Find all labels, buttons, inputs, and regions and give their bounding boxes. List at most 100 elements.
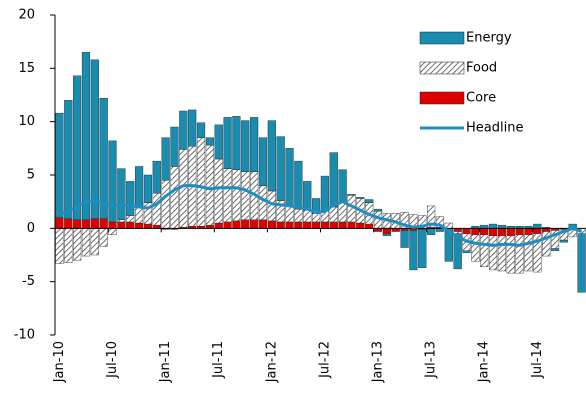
- headline-line: [58, 184, 583, 247]
- bar-segment: [73, 75, 82, 221]
- bar-segment: [338, 221, 347, 229]
- x-tick-label: Jan-10: [52, 341, 67, 383]
- bar-segment: [356, 197, 365, 199]
- bar-segment: [267, 190, 276, 222]
- bar-segment: [418, 229, 427, 268]
- bar-segment: [382, 233, 391, 237]
- bar-segment: [506, 235, 515, 274]
- bar-segment: [303, 209, 312, 223]
- bar-segment: [400, 230, 409, 248]
- bar-segment: [143, 223, 153, 229]
- y-tick-label: 5: [27, 168, 35, 183]
- bar-segment: [232, 220, 241, 229]
- bar-segment: [294, 160, 303, 210]
- bar-segment: [170, 166, 179, 229]
- bar-segment: [126, 215, 135, 223]
- bar-segment: [506, 228, 515, 236]
- bar-segment: [497, 228, 507, 236]
- bar-segment: [285, 148, 294, 207]
- bar-segment: [497, 235, 507, 272]
- bar-segment: [365, 199, 374, 203]
- bar-segment: [258, 137, 268, 186]
- bar-segment: [241, 219, 250, 229]
- bar-segment: [338, 201, 347, 223]
- bar-segment: [117, 168, 126, 221]
- bar-segment: [258, 185, 268, 221]
- bar-segment: [542, 231, 551, 257]
- bar-segment: [480, 228, 489, 235]
- bar-segment: [524, 234, 533, 272]
- bar-segment: [427, 205, 436, 228]
- bar-segment: [170, 126, 179, 167]
- bar-segment: [108, 228, 117, 235]
- y-tick-label: 20: [18, 8, 35, 23]
- bar-segment: [99, 218, 108, 229]
- bar-segment: [329, 221, 338, 229]
- y-tick-label: 15: [18, 61, 35, 76]
- bar-segment: [223, 117, 232, 169]
- legend-swatch: [419, 61, 465, 75]
- x-tick-label: Jul-13: [424, 341, 439, 379]
- y-tick-label: 0: [27, 221, 35, 236]
- bar-segment: [453, 233, 462, 270]
- bar-segment: [320, 221, 330, 229]
- bar-segment: [515, 228, 524, 235]
- bar-segment: [347, 221, 356, 229]
- y-tick-label: 10: [18, 114, 35, 129]
- bar-segment: [55, 112, 64, 218]
- bar-segment: [55, 228, 64, 264]
- bar-segment: [294, 208, 303, 223]
- bar-segment: [90, 59, 99, 219]
- bar-segment: [347, 193, 356, 196]
- bar-segment: [550, 248, 560, 251]
- bar-segment: [382, 228, 391, 234]
- x-tick-label: Jan-13: [371, 341, 386, 383]
- bar-segment: [64, 228, 73, 263]
- bar-segment: [55, 217, 64, 229]
- bar-segment: [356, 222, 365, 229]
- bar-segment: [250, 117, 259, 173]
- bar-segment: [311, 213, 321, 223]
- legend-swatch: [419, 31, 465, 45]
- bar-segment: [258, 219, 268, 229]
- legend-label: Energy: [466, 31, 512, 46]
- bar-segment: [232, 169, 241, 222]
- bar-segment: [64, 218, 73, 229]
- bar-segment: [533, 223, 542, 229]
- bar-segment: [462, 228, 471, 234]
- bar-segment: [488, 223, 498, 229]
- bar-segment: [329, 206, 338, 223]
- bar-segment: [81, 52, 91, 220]
- bar-segment: [205, 137, 214, 146]
- bar-segment: [196, 137, 206, 227]
- bar-segment: [533, 233, 542, 273]
- bar-segment: [471, 234, 480, 262]
- bar-segment: [223, 168, 232, 223]
- x-tick-label: Jan-12: [264, 341, 279, 383]
- bar-segment: [471, 228, 480, 235]
- bar-segment: [90, 228, 99, 256]
- bar-segment: [515, 234, 524, 274]
- bar-segment: [453, 231, 462, 234]
- bar-segment: [143, 174, 153, 203]
- bar-segment: [134, 166, 144, 208]
- bar-segment: [241, 171, 250, 221]
- y-tick-label: -5: [22, 274, 35, 289]
- bar-segment: [117, 221, 126, 229]
- bar-segment: [444, 222, 453, 229]
- bar-segment: [320, 175, 330, 212]
- bar-segment: [267, 120, 276, 192]
- bar-segment: [214, 222, 223, 229]
- bar-segment: [329, 152, 338, 208]
- bar-segment: [241, 120, 250, 172]
- bar-segment: [338, 169, 347, 202]
- bar-segment: [303, 221, 312, 229]
- legend-swatch: [419, 91, 465, 105]
- bar-segment: [480, 234, 489, 267]
- bar-segment: [285, 221, 294, 229]
- bar-segment: [232, 116, 241, 170]
- bar-segment: [152, 192, 161, 226]
- bar-segment: [223, 221, 232, 229]
- bar-segment: [64, 100, 73, 219]
